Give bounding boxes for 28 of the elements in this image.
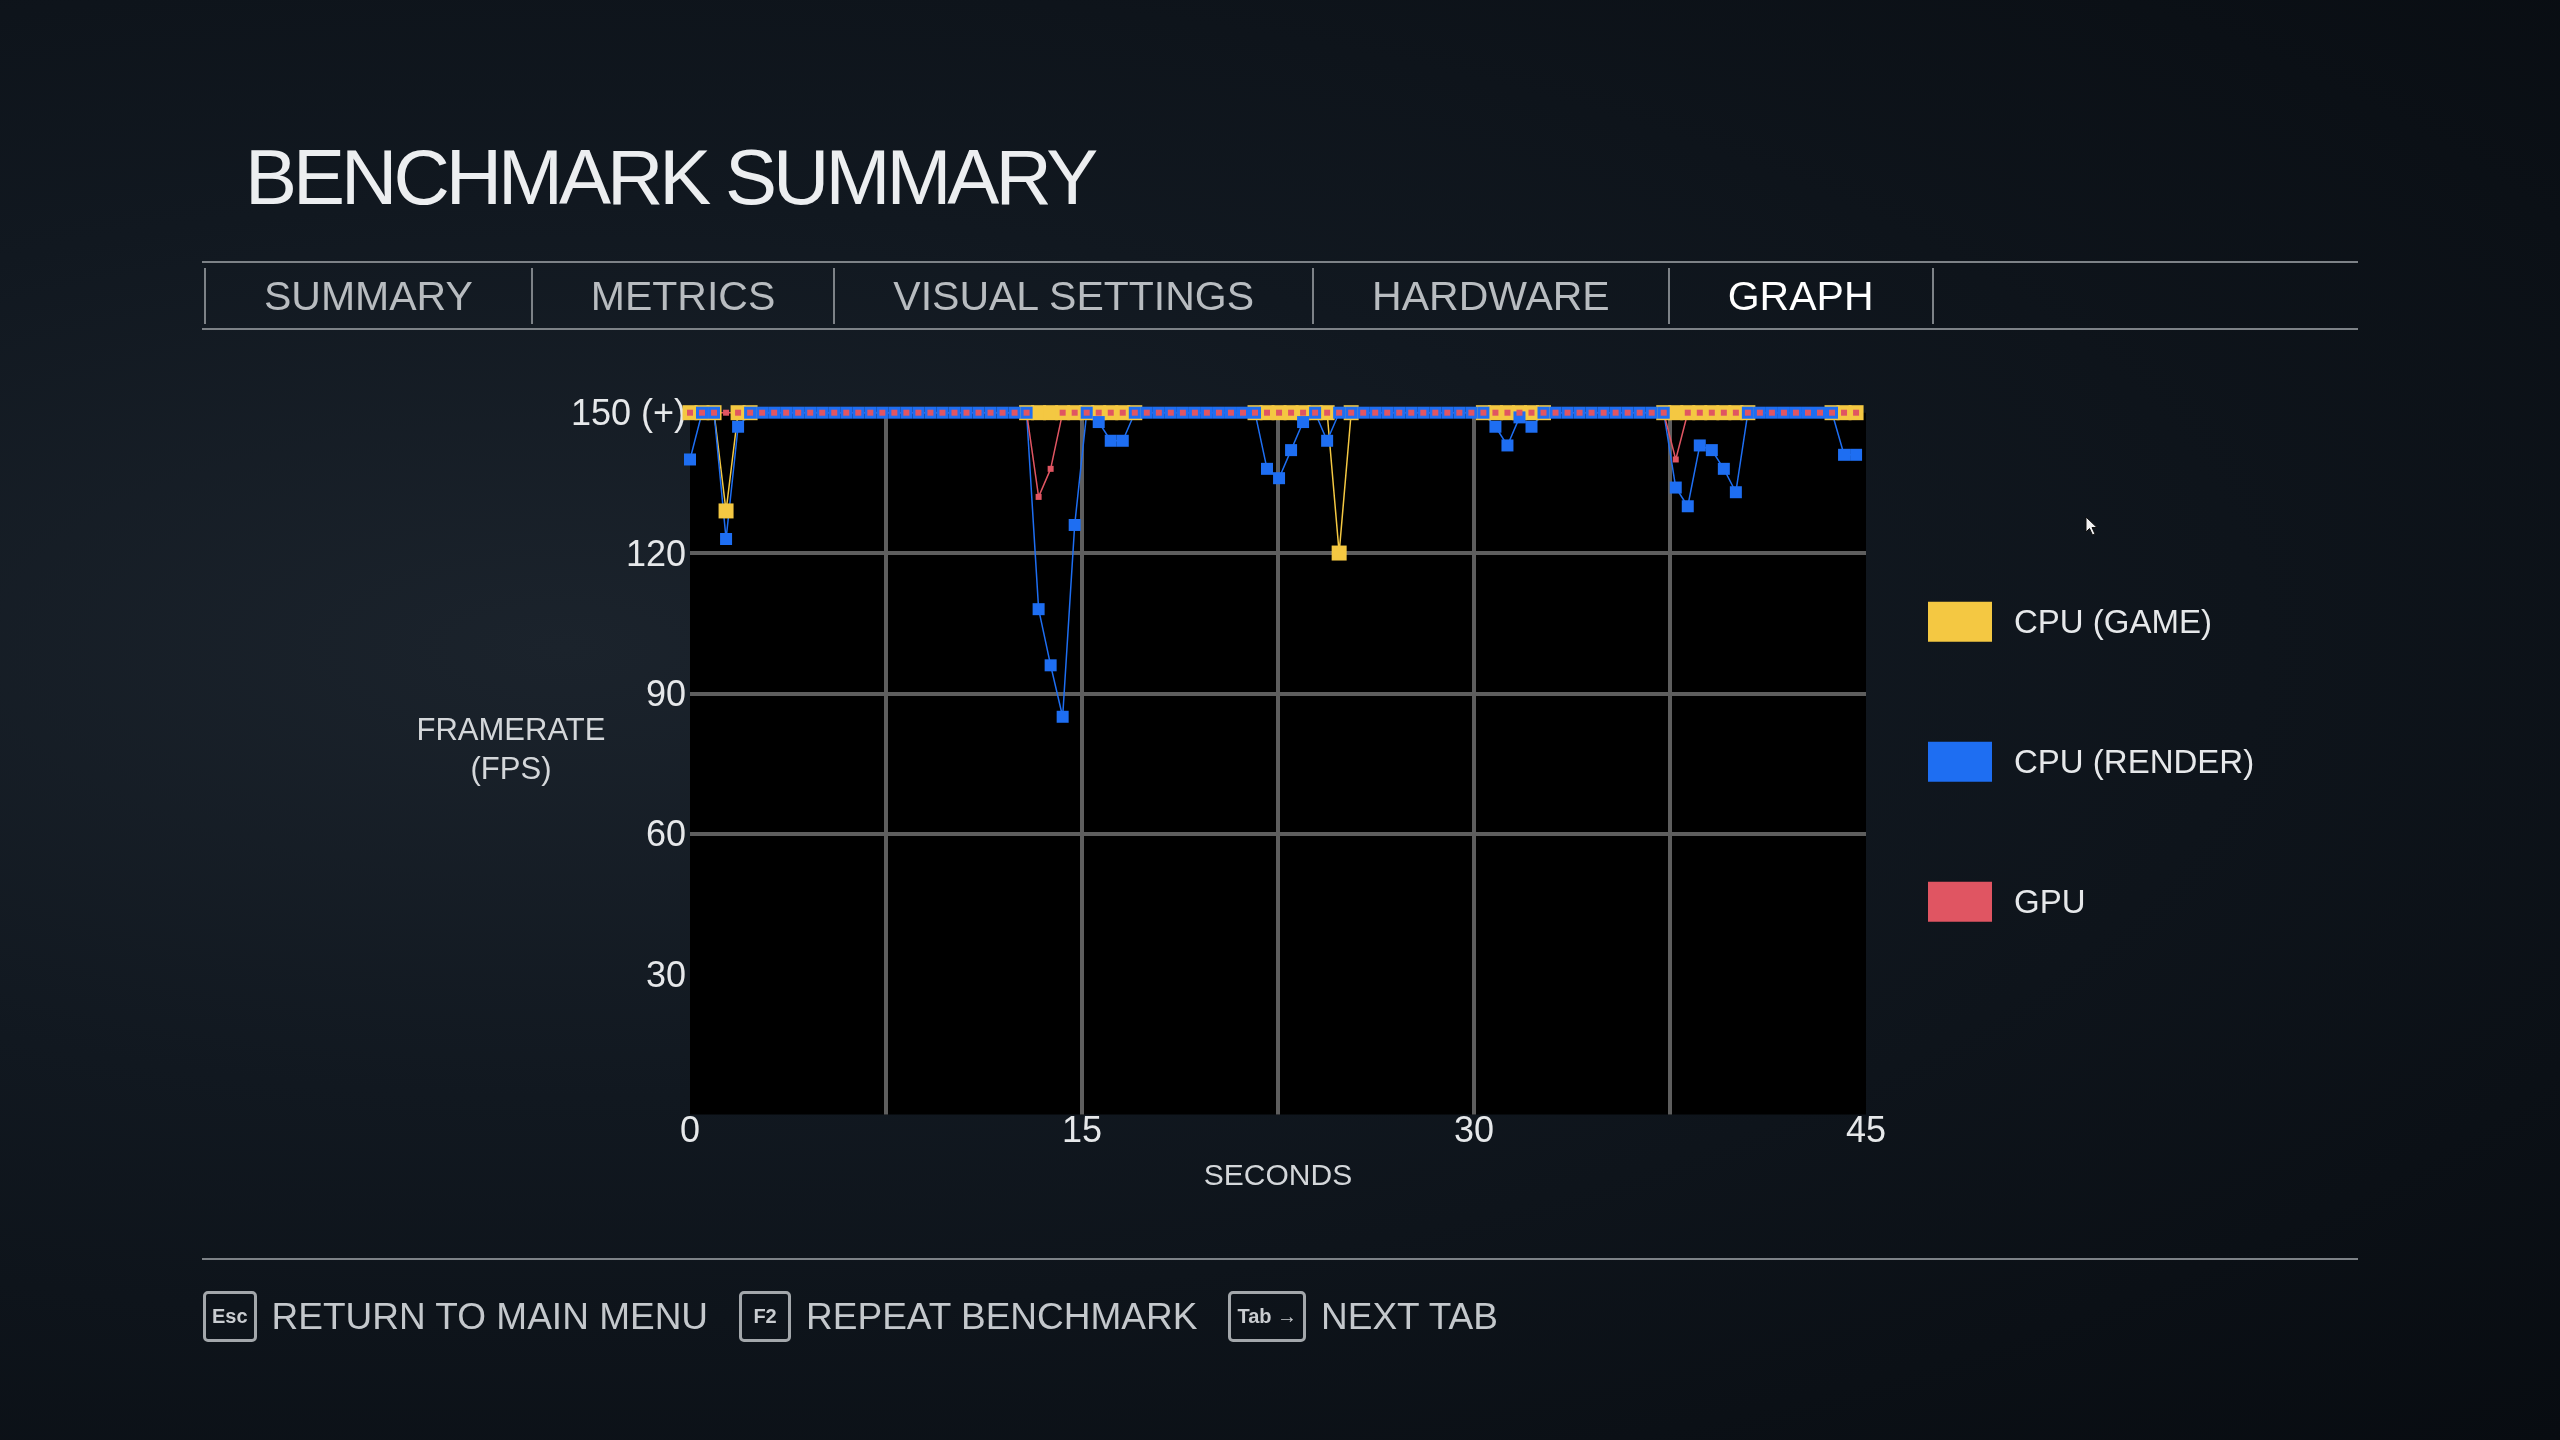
- keyboard-key-icon: Esc: [203, 1291, 257, 1342]
- tab: METRICS: [530, 268, 834, 324]
- y-tick-label: 150 (+): [570, 392, 686, 434]
- y-tick-label: 30: [645, 953, 686, 995]
- legend-label: CPU (GAME): [2014, 603, 2212, 641]
- legend-label: GPU: [2014, 883, 2086, 921]
- x-tick-label: 15: [1061, 1108, 1103, 1150]
- tab: HARDWARE: [1312, 268, 1668, 324]
- x-tick-label: 45: [1845, 1108, 1887, 1150]
- y-tick-label: 90: [645, 672, 686, 714]
- x-tick-label: 30: [1453, 1108, 1495, 1150]
- legend-label: CPU (RENDER): [2014, 743, 2255, 781]
- point: [718, 503, 734, 519]
- y-tick-label: 60: [645, 813, 686, 855]
- y-axis-title: FRAMERATE (FPS): [415, 711, 607, 788]
- y-tick-label: 120: [625, 532, 686, 574]
- point: [1331, 545, 1347, 561]
- x-axis-title: SECONDS: [1203, 1157, 1353, 1191]
- text: RETURN TO MAIN MENU: [271, 1295, 709, 1338]
- chart-title: BENCHMARK SUMMARY: [245, 133, 1095, 221]
- x-tick-label: 0: [679, 1108, 701, 1150]
- tab: SUMMARY: [204, 268, 531, 324]
- keyboard-key-icon: F2: [739, 1291, 792, 1342]
- tab: GRAPH: [1667, 268, 1934, 324]
- text: REPEAT BENCHMARK: [806, 1295, 1198, 1338]
- text: NEXT TAB: [1321, 1295, 1498, 1338]
- keyboard-key-icon: Tab →: [1228, 1291, 1307, 1342]
- tab: VISUAL SETTINGS: [833, 268, 1313, 324]
